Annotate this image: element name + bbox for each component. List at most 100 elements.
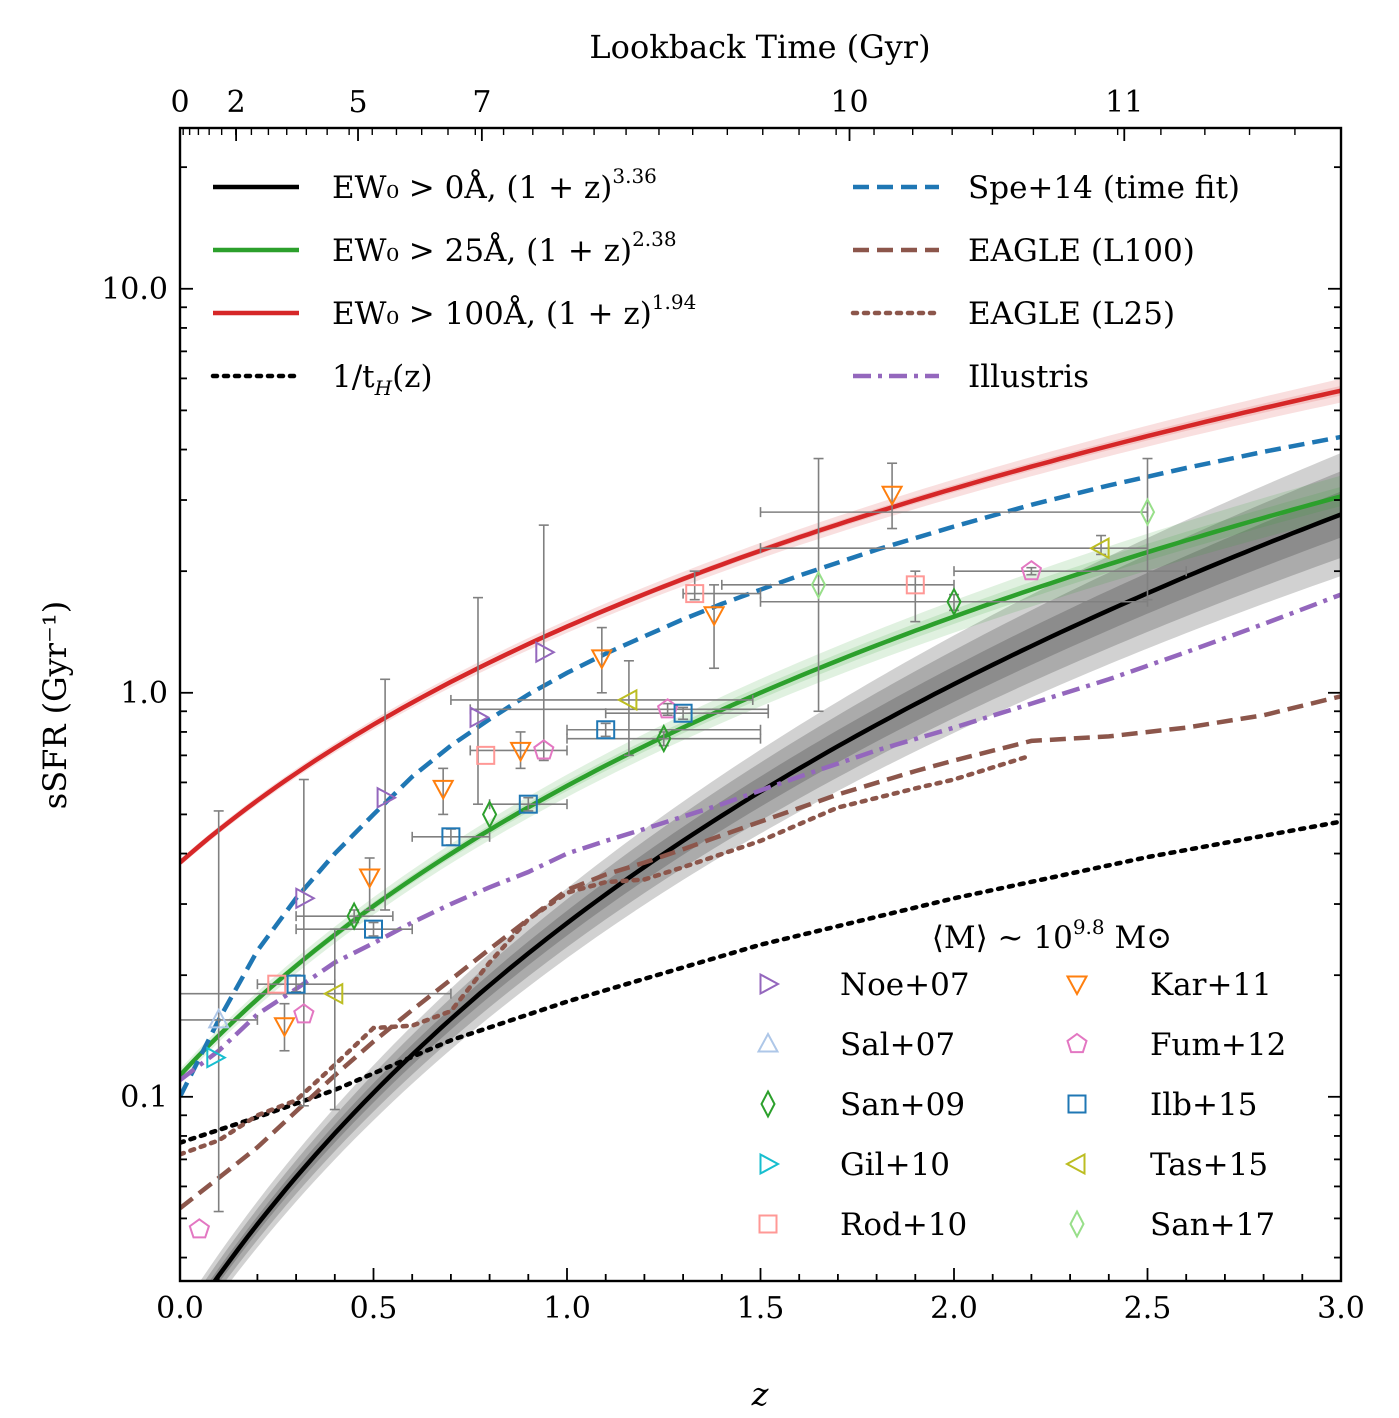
marker-fum12-4 [1020,559,1043,581]
x-tick-label-3: 1.5 [737,1291,785,1326]
x-tick-label-6: 3.0 [1317,1291,1365,1326]
marker-gil10-0 [206,1046,227,1069]
legend-obs-label-2: San+09 [840,1087,965,1123]
legend-observations: Noe+07 Sal+07 San+09 Gil+10 Rod+10 Kar+11 Fum+… [756,967,1286,1243]
marker-rod10-3 [905,575,925,595]
series-line-7 [180,592,1341,1082]
legend-marker-4 [758,1214,778,1234]
errorbar-2 [380,678,391,911]
legend-obs-label-3: Gil+10 [840,1147,950,1183]
legend-marker-5 [1065,975,1089,997]
marker-tas15-0 [322,982,344,1005]
top-tick-label-5: 11 [1105,85,1143,120]
errorbar-30 [759,507,1149,518]
errorbar-18 [438,767,449,816]
observation-markers [188,485,1156,1239]
legend-obs-label-5: Kar+11 [1150,967,1272,1003]
x-tick-label-4: 2.0 [930,1291,978,1326]
marker-rod10-0 [267,974,287,994]
marker-kar11-5 [702,606,726,627]
marker-fum12-1 [293,1003,315,1024]
legend-obs-label-7: Ilb+15 [1150,1087,1257,1123]
legend-models: Spe+14 (time fit) EAGLE (L100) EAGLE (L25)… [850,170,1240,395]
legend-obs-label-6: Fum+12 [1150,1027,1286,1063]
errorbars [180,457,1187,1213]
legend-marker-9 [1069,1209,1085,1239]
series-line-6 [180,753,1034,1157]
marker-noe07-2 [469,706,491,729]
legend-obs-label-1: Sal+07 [840,1027,955,1063]
marker-san09-2 [656,723,672,754]
marker-fum12-0 [188,1218,211,1239]
y-tick-label-2: 10.0 [101,272,168,307]
marker-tas15-1 [616,688,638,712]
legend-label-3: 1/tH(z) [332,359,433,400]
legend-marker-6 [1066,1032,1088,1054]
legend-label-2: EW₀ > 100Å, (1 + z)1.94 [332,290,696,332]
x-tick-label-1: 0.5 [350,1291,398,1326]
series-line-5 [180,694,1341,1210]
legend-label-4: Spe+14 (time fit) [968,170,1240,206]
marker-fum12-2 [533,739,555,760]
series-line-3 [180,819,1341,1145]
legend-label-5: EAGLE (L100) [968,233,1195,269]
errorbar-15 [596,626,607,694]
marker-san09-1 [481,799,498,830]
errorbar-11 [488,796,568,812]
legend-marker-7 [1067,1094,1087,1114]
errorbar-17 [887,462,898,530]
legend-label-1: EW₀ > 25Å, (1 + z)2.38 [332,227,677,269]
y-tick-label-0: 0.1 [120,1080,168,1115]
marker-noe07-3 [535,641,556,664]
mass-annotation: ⟨M⟩ ~ 109.8 M⊙ [932,915,1172,956]
marker-ilb15-0 [286,974,306,994]
x-axis-label: z [751,1375,770,1413]
legend-label-7: Illustris [968,359,1089,395]
top-tick-label-2: 5 [348,85,367,120]
marker-ilb15-2 [441,827,461,847]
errorbar-28 [953,566,1187,577]
marker-san17-0 [810,570,827,600]
errorbar-24 [566,731,762,747]
marker-ilb15-5 [673,703,693,723]
legend-obs-label-0: Noe+07 [840,967,970,1003]
marker-kar11-0 [273,1017,296,1038]
legend-obs-label-9: San+17 [1150,1207,1275,1243]
top-tick-label-0: 0 [170,85,189,120]
marker-tas15-2 [1089,537,1110,560]
errorbar-7 [180,928,452,1111]
errorbar-27 [759,593,1149,612]
top-tick-label-4: 10 [830,85,868,120]
top-axis-label: Lookback Time (Gyr) [589,28,930,66]
fit-band-1-0 [180,475,1341,1082]
top-tick-label-3: 7 [472,85,491,120]
legend-marker-8 [1064,1152,1086,1176]
legend-marker-1 [756,1031,780,1053]
marker-rod10-1 [476,745,496,765]
marker-san09-3 [946,587,962,617]
fit-band-0-0 [200,452,1341,1281]
marker-noe07-0 [295,887,316,910]
marker-sal07-0 [207,1007,230,1029]
fit-bands [180,378,1341,1281]
marker-kar11-2 [432,779,455,801]
marker-kar11-4 [590,649,613,670]
marker-kar11-6 [880,485,904,507]
x-tick-label-5: 2.5 [1124,1291,1172,1326]
marker-san17-1 [1139,497,1156,527]
errorbar-22 [450,659,754,757]
legend-label-0: EW₀ > 0Å, (1 + z)3.36 [332,164,657,206]
y-tick-label-1: 1.0 [120,676,168,711]
legend-obs-label-8: Tas+15 [1150,1147,1268,1183]
errorbar-19 [364,857,375,911]
legend-label-6: EAGLE (L25) [968,296,1175,332]
series-line-4 [180,434,1341,1098]
marker-kar11-1 [358,868,381,890]
legend-obs-label-4: Rod+10 [840,1207,967,1243]
errorbar-20 [279,1002,290,1052]
fit-band-0-1 [204,471,1341,1281]
legend-marker-3 [759,1152,781,1176]
y-axis-label: sSFR (Gyr⁻¹) [36,601,74,809]
marker-noe07-1 [376,786,398,809]
